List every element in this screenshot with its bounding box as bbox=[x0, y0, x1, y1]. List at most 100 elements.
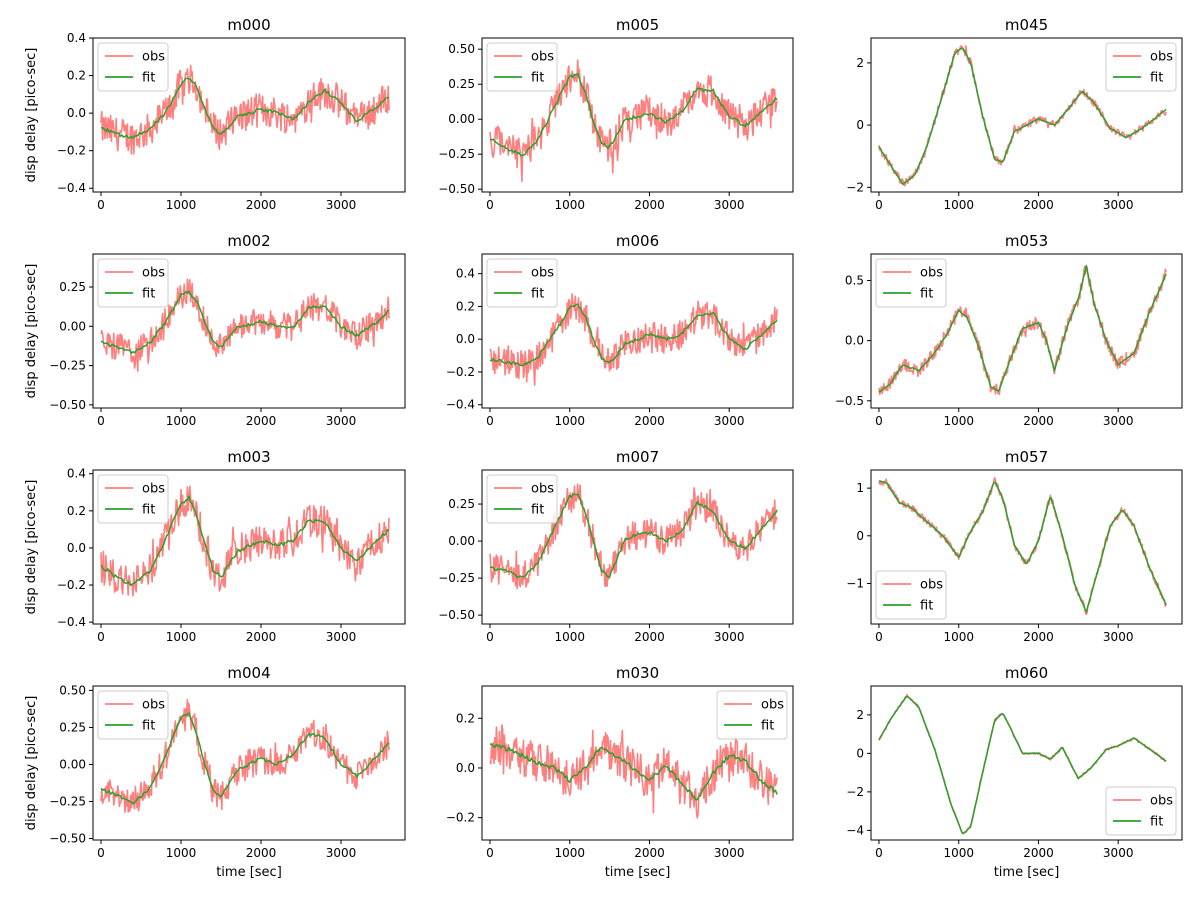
legend: obs fit bbox=[875, 570, 947, 620]
legend-label-fit: fit bbox=[920, 287, 933, 302]
series-fit-line bbox=[100, 290, 390, 354]
subplot: 0 1000 2000 3000 −0.4 −0.2 0.0 0.2 0.4 m003 disp d… bbox=[24, 448, 406, 644]
x-tick-label: 2000 bbox=[1023, 414, 1054, 428]
axes-frame bbox=[92, 469, 406, 625]
subplot-title: m005 bbox=[616, 16, 659, 34]
y-tick-label: −0.4 bbox=[57, 615, 86, 629]
x-tick-label: 1000 bbox=[166, 846, 197, 860]
subplot-title: m053 bbox=[1005, 232, 1048, 250]
y-tick-label: −0.4 bbox=[446, 398, 475, 412]
legend-label-obs: obs bbox=[531, 50, 554, 65]
plot-area bbox=[489, 293, 778, 386]
series-obs-line bbox=[489, 724, 778, 819]
plot-area bbox=[100, 64, 390, 155]
subplot: 0 1000 2000 3000 −0.50 −0.25 0.00 0.25 m002 disp … bbox=[24, 232, 406, 428]
y-tick-label: −0.50 bbox=[49, 398, 86, 412]
y-axis-label: disp delay [pico-sec] bbox=[24, 480, 39, 615]
axes-frame bbox=[870, 469, 1183, 625]
y-tick-label: 0.00 bbox=[59, 319, 86, 333]
y-tick-label: 0.00 bbox=[59, 757, 86, 771]
series-obs-line bbox=[100, 698, 390, 814]
legend-label-fit: fit bbox=[142, 503, 155, 518]
series-obs-line bbox=[100, 278, 390, 372]
subplot-title: m002 bbox=[227, 232, 270, 250]
x-tick-label: 3000 bbox=[326, 630, 357, 644]
x-tick-label: 1000 bbox=[943, 198, 974, 212]
axes-frame bbox=[481, 685, 794, 841]
x-tick-label: 1000 bbox=[943, 630, 974, 644]
series-fit-line bbox=[878, 265, 1167, 393]
plot-area bbox=[878, 264, 1167, 396]
y-tick-label: −0.50 bbox=[438, 182, 475, 196]
legend: obs fit bbox=[1105, 786, 1177, 836]
subplot-title: m060 bbox=[1005, 664, 1048, 682]
y-tick-label: 0.50 bbox=[448, 42, 475, 56]
x-axis-label: time [sec] bbox=[605, 865, 671, 880]
y-tick-label: −1 bbox=[846, 576, 864, 590]
x-tick-label: 2000 bbox=[1023, 198, 1054, 212]
x-tick-label: 2000 bbox=[246, 198, 277, 212]
legend: obs fit bbox=[97, 42, 169, 92]
y-tick-label: −0.25 bbox=[438, 147, 475, 161]
x-tick-label: 0 bbox=[486, 846, 494, 860]
legend-label-fit: fit bbox=[531, 287, 544, 302]
subplot-title: m003 bbox=[227, 448, 270, 466]
y-tick-label: −0.50 bbox=[49, 832, 86, 846]
y-tick-label: 0.00 bbox=[448, 112, 475, 126]
legend-box bbox=[97, 690, 169, 740]
plot-area bbox=[100, 485, 390, 597]
subplot: 0 1000 2000 3000 −0.50 −0.25 0.00 0.25 m007 obs fi… bbox=[438, 448, 794, 644]
x-tick-label: 2000 bbox=[246, 630, 277, 644]
axes-frame bbox=[481, 253, 794, 409]
legend: obs fit bbox=[486, 474, 558, 524]
axes-frame bbox=[870, 37, 1183, 193]
legend-box bbox=[486, 258, 558, 308]
x-tick-label: 0 bbox=[97, 414, 105, 428]
legend-label-fit: fit bbox=[142, 287, 155, 302]
series-obs-line bbox=[100, 64, 390, 155]
legend: obs fit bbox=[486, 42, 558, 92]
y-tick-label: −0.25 bbox=[49, 795, 86, 809]
x-tick-label: 3000 bbox=[326, 846, 357, 860]
y-tick-label: 0.25 bbox=[59, 280, 86, 294]
legend-label-obs: obs bbox=[142, 266, 165, 281]
legend-box bbox=[97, 42, 169, 92]
legend: obs fit bbox=[97, 690, 169, 740]
y-tick-label: 0.5 bbox=[845, 273, 864, 287]
subplot-title: m045 bbox=[1005, 16, 1048, 34]
legend-label-obs: obs bbox=[142, 50, 165, 65]
x-tick-label: 1000 bbox=[166, 198, 197, 212]
x-tick-label: 1000 bbox=[554, 198, 585, 212]
y-axis-label: disp delay [pico-sec] bbox=[24, 48, 39, 183]
x-axis-label: time [sec] bbox=[994, 865, 1060, 880]
axes-frame bbox=[870, 685, 1183, 841]
axes-frame bbox=[92, 685, 406, 841]
x-tick-label: 2000 bbox=[1023, 630, 1054, 644]
legend-label-fit: fit bbox=[531, 71, 544, 86]
series-obs-line bbox=[489, 293, 778, 386]
legend-label-obs: obs bbox=[531, 482, 554, 497]
x-tick-label: 1000 bbox=[554, 630, 585, 644]
axes-frame bbox=[870, 253, 1183, 409]
y-tick-label: −0.5 bbox=[835, 394, 864, 408]
x-tick-label: 3000 bbox=[1103, 414, 1134, 428]
y-tick-label: 0.0 bbox=[67, 541, 86, 555]
x-tick-label: 2000 bbox=[634, 630, 665, 644]
x-tick-label: 2000 bbox=[634, 846, 665, 860]
series-obs-line bbox=[100, 485, 390, 597]
y-tick-label: 0.25 bbox=[448, 497, 475, 511]
legend-label-fit: fit bbox=[142, 719, 155, 734]
x-tick-label: 0 bbox=[97, 198, 105, 212]
x-tick-label: 0 bbox=[875, 846, 883, 860]
y-tick-label: 0.4 bbox=[67, 31, 86, 45]
legend-box bbox=[1105, 42, 1177, 92]
series-fit-line bbox=[878, 480, 1167, 613]
x-tick-label: 0 bbox=[97, 630, 105, 644]
legend: obs fit bbox=[97, 258, 169, 308]
x-tick-label: 0 bbox=[875, 414, 883, 428]
y-tick-label: 0.2 bbox=[456, 711, 475, 725]
axes-frame bbox=[92, 37, 406, 193]
y-tick-label: 0.0 bbox=[456, 761, 475, 775]
series-fit-line bbox=[489, 303, 778, 367]
